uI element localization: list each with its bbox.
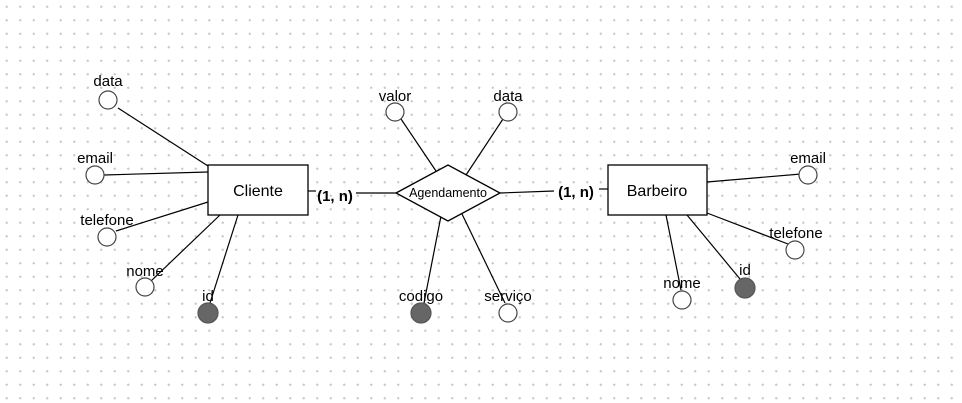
connector-barbeiro-nome xyxy=(665,214,682,291)
entity-cliente-label: Cliente xyxy=(233,183,283,200)
attribute-cliente-telefone[interactable]: telefone xyxy=(80,212,134,247)
connector-cliente-data xyxy=(117,107,209,167)
connector-cliente-email xyxy=(103,171,209,176)
relationship-agendamento-label: Agendamento xyxy=(409,186,487,200)
cardinality-barbeiro: (1, n) xyxy=(558,184,594,201)
connector-barbeiro-id xyxy=(686,214,741,280)
attribute-relationship-valor-label: valor xyxy=(379,88,412,105)
attribute-cliente-telefone-label: telefone xyxy=(80,212,133,229)
attribute-relationship-valor[interactable]: valor xyxy=(379,88,412,122)
connector-relationship-data xyxy=(465,118,504,176)
attribute-cliente-data-label: data xyxy=(93,73,123,90)
attribute-cliente-data[interactable]: data xyxy=(93,73,123,110)
attribute-cliente-email-label: email xyxy=(77,150,113,167)
attribute-relationship-data-label: data xyxy=(493,88,523,105)
connector-cliente-id xyxy=(209,214,239,304)
attribute-relationship-codigo[interactable]: codigo xyxy=(399,288,443,324)
attribute-cliente-nome-label: nome xyxy=(126,263,164,280)
attribute-barbeiro-id-label: id xyxy=(739,262,751,279)
attribute-barbeiro-id[interactable]: id xyxy=(734,262,756,299)
relationship-agendamento[interactable]: Agendamento xyxy=(394,164,502,222)
entity-barbeiro-label: Barbeiro xyxy=(627,183,688,200)
connector-cliente-nome xyxy=(150,214,221,282)
connector-relationship-codigo xyxy=(423,215,442,304)
entity-cliente[interactable]: Cliente xyxy=(207,164,309,216)
attribute-cliente-nome[interactable]: nome xyxy=(126,263,164,297)
connector-relationship-right xyxy=(499,190,555,194)
attribute-barbeiro-email-label: email xyxy=(790,150,826,167)
attribute-relationship-codigo-label: codigo xyxy=(399,288,443,305)
connector-cliente-telefone xyxy=(115,201,209,232)
cardinality-cliente: (1, n) xyxy=(317,188,353,205)
connector-barbeiro-email xyxy=(706,173,802,183)
attribute-relationship-data[interactable]: data xyxy=(493,88,523,122)
attribute-cliente-id[interactable]: id xyxy=(197,288,219,324)
attribute-cliente-email[interactable]: email xyxy=(77,150,113,185)
attribute-cliente-id-label: id xyxy=(202,288,214,305)
connector-barbeiro-telefone xyxy=(706,212,789,245)
attribute-relationship-servico[interactable]: serviço xyxy=(484,288,532,323)
connector-relationship-valor xyxy=(400,118,437,172)
attribute-barbeiro-telefone-label: telefone xyxy=(769,225,822,242)
attribute-barbeiro-nome-label: nome xyxy=(663,275,701,292)
attribute-barbeiro-nome[interactable]: nome xyxy=(663,275,701,310)
attribute-barbeiro-telefone[interactable]: telefone xyxy=(769,225,823,260)
connector-relationship-servico xyxy=(461,213,506,304)
attribute-barbeiro-email[interactable]: email xyxy=(790,150,826,185)
entity-barbeiro[interactable]: Barbeiro xyxy=(607,164,708,216)
attribute-relationship-servico-label: serviço xyxy=(484,288,532,305)
